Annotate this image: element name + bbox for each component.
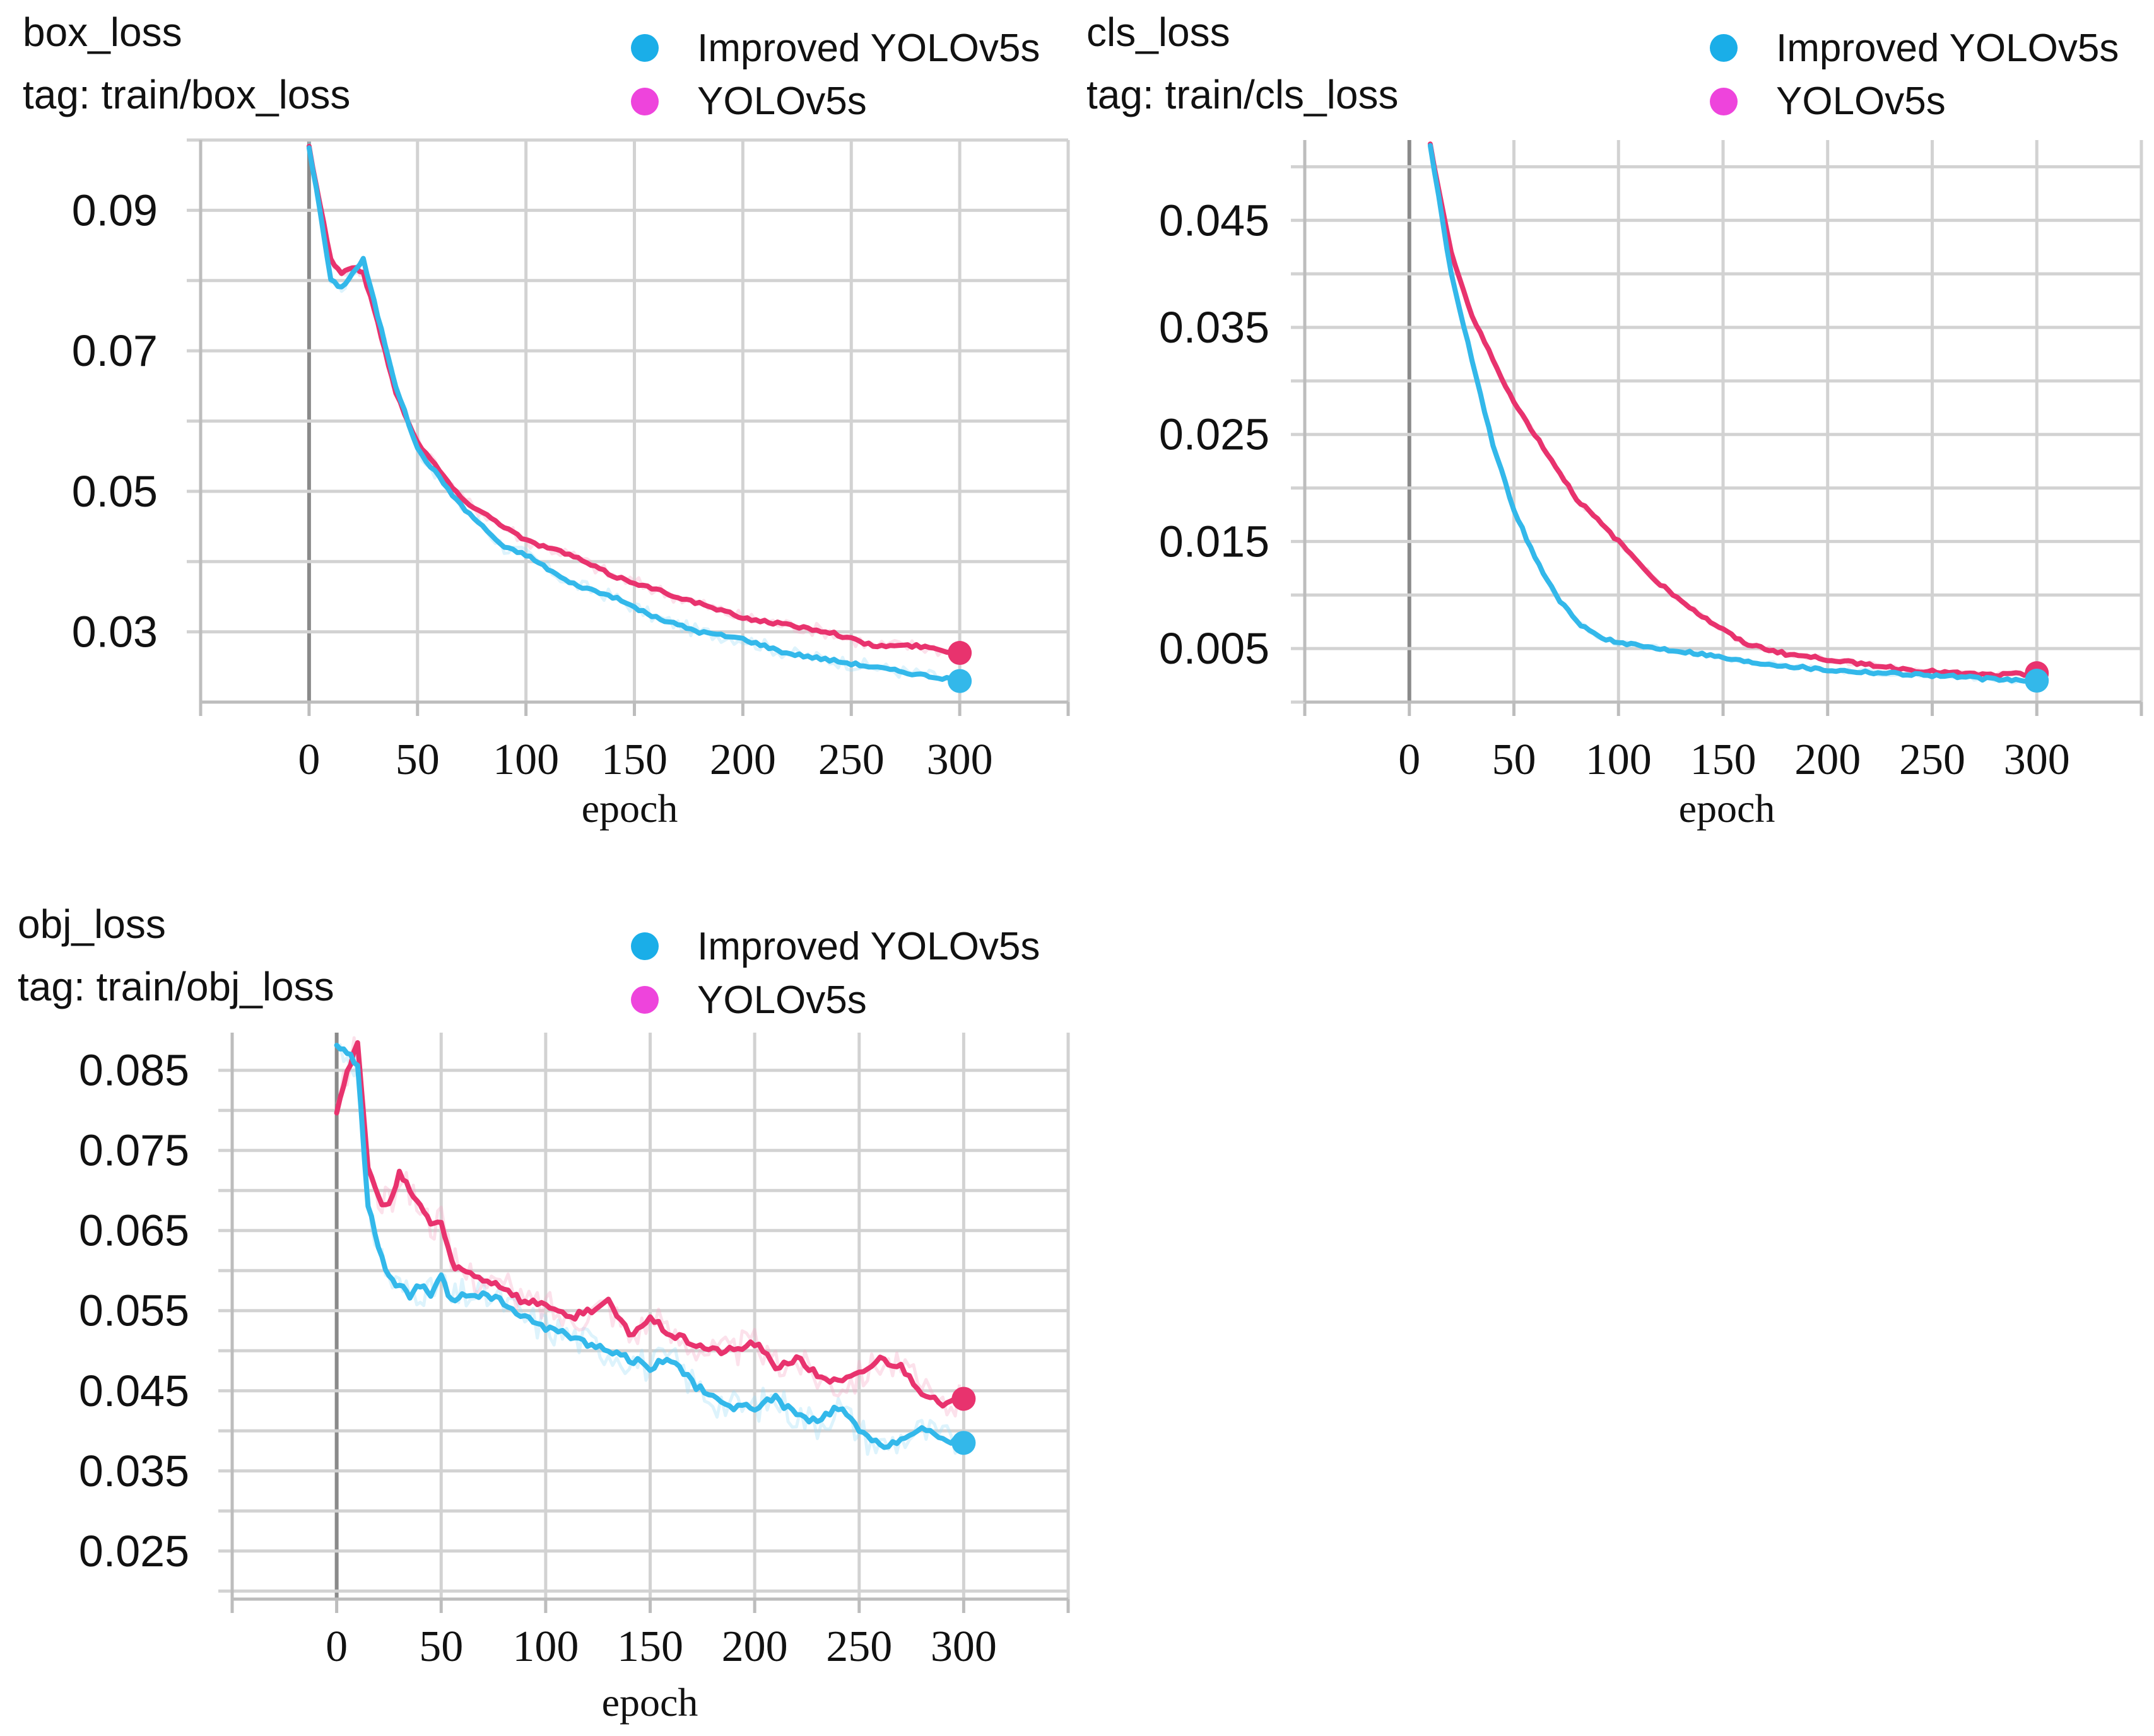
y-tick-label: 0.015 <box>1159 517 1269 566</box>
x-axis-label: epoch <box>582 786 678 831</box>
series-line-improved <box>306 145 963 684</box>
y-tick-label: 0.055 <box>79 1286 189 1335</box>
series-line-improved <box>1427 143 2040 684</box>
y-tick-label: 0.085 <box>79 1046 189 1095</box>
chart-panel-box-loss: box_loss tag: train/box_loss Improved YO… <box>23 9 1070 831</box>
legend-label-yolov5s: YOLOv5s <box>697 79 867 123</box>
y-tick-label: 0.035 <box>79 1446 189 1496</box>
x-tick-label: 150 <box>1690 736 1757 784</box>
legend: Improved YOLOv5s YOLOv5s <box>1710 26 2119 123</box>
legend: Improved YOLOv5s YOLOv5s <box>631 26 1040 123</box>
series-endpoint-improved <box>948 669 972 693</box>
series-raw-improved <box>335 1043 962 1456</box>
y-tick-label: 0.045 <box>79 1366 189 1416</box>
y-tick-label: 0.035 <box>1159 303 1269 352</box>
series-endpoint-yolov5s <box>951 1387 976 1411</box>
legend-marker-yolov5s <box>1710 88 1738 115</box>
series-line-improved <box>334 1043 967 1450</box>
legend-label-improved: Improved YOLOv5s <box>697 26 1040 70</box>
x-tick-label: 0 <box>326 1622 348 1671</box>
x-tick-label: 150 <box>617 1622 683 1671</box>
y-tick-label: 0.025 <box>1159 410 1269 459</box>
y-tick-label: 0.075 <box>79 1126 189 1175</box>
x-tick-label: 250 <box>1899 736 1965 784</box>
chart-subtitle: tag: train/obj_loss <box>18 964 334 1009</box>
x-tick-label: 200 <box>710 736 776 784</box>
x-axis-label: epoch <box>1679 786 1775 831</box>
series-endpoint-improved <box>951 1431 976 1455</box>
x-tick-label: 100 <box>512 1622 579 1671</box>
x-tick-label: 200 <box>722 1622 788 1671</box>
x-tick-label: 50 <box>1492 736 1536 784</box>
legend-marker-yolov5s <box>631 986 659 1014</box>
series-raw-yolov5s <box>335 1036 962 1418</box>
legend-marker-yolov5s <box>631 88 659 115</box>
x-tick-label: 50 <box>396 736 440 784</box>
plot-area: 0.03 0.05 0.07 0.09 0 50 100 150 200 250 300 <box>72 138 1070 784</box>
x-tick-label: 100 <box>493 736 559 784</box>
x-tick-label: 100 <box>1586 736 1652 784</box>
x-axis-label: epoch <box>602 1680 698 1725</box>
legend-marker-improved <box>631 34 659 62</box>
chart-title: obj_loss <box>18 901 166 947</box>
legend-label-yolov5s: YOLOv5s <box>697 978 867 1022</box>
x-tick-label: 300 <box>2004 736 2070 784</box>
x-tick-label: 250 <box>826 1622 892 1671</box>
chart-subtitle: tag: train/cls_loss <box>1086 72 1398 117</box>
legend-marker-improved <box>631 932 659 960</box>
x-tick-label: 250 <box>818 736 885 784</box>
plot-area: 0.005 0.015 0.025 0.035 0.045 0 50 100 150 200 250… <box>1159 140 2143 784</box>
series-line-yolov5s <box>334 1040 967 1409</box>
y-tick-label: 0.07 <box>72 326 158 375</box>
x-tick-label: 0 <box>298 736 320 784</box>
series-line-yolov5s <box>1427 141 2040 679</box>
y-tick-label: 0.025 <box>79 1527 189 1576</box>
plot-area: 0.025 0.035 0.045 0.055 0.065 0.075 0.085 0 50 10… <box>79 1033 1070 1671</box>
y-tick-label: 0.09 <box>72 185 158 235</box>
y-tick-label: 0.045 <box>1159 196 1269 245</box>
chart-subtitle: tag: train/box_loss <box>23 72 350 117</box>
series-endpoint-improved <box>2025 669 2049 693</box>
legend: Improved YOLOv5s YOLOv5s <box>631 925 1040 1022</box>
legend-marker-improved <box>1710 34 1738 62</box>
legend-label-yolov5s: YOLOv5s <box>1776 79 1946 123</box>
y-tick-label: 0.03 <box>72 607 158 657</box>
x-tick-label: 300 <box>931 1622 997 1671</box>
chart-title: box_loss <box>23 9 182 55</box>
series-endpoint-yolov5s <box>948 641 972 666</box>
chart-panel-cls-loss: cls_loss tag: train/cls_loss Improved YO… <box>1086 9 2143 831</box>
x-tick-label: 150 <box>601 736 668 784</box>
y-tick-label: 0.005 <box>1159 624 1269 673</box>
y-tick-label: 0.05 <box>72 467 158 516</box>
chart-title: cls_loss <box>1086 9 1230 55</box>
legend-label-improved: Improved YOLOv5s <box>1776 26 2119 70</box>
x-tick-label: 300 <box>927 736 993 784</box>
x-tick-label: 0 <box>1398 736 1420 784</box>
y-tick-label: 0.065 <box>79 1206 189 1255</box>
legend-label-improved: Improved YOLOv5s <box>697 925 1040 968</box>
x-tick-label: 200 <box>1794 736 1861 784</box>
x-tick-label: 50 <box>419 1622 463 1671</box>
chart-panel-obj-loss: obj_loss tag: train/obj_loss Improved YO… <box>18 901 1070 1725</box>
